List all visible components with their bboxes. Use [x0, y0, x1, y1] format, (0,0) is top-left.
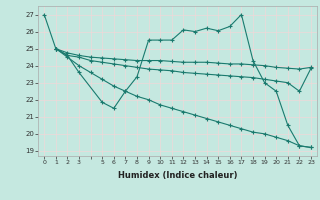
X-axis label: Humidex (Indice chaleur): Humidex (Indice chaleur) [118, 171, 237, 180]
